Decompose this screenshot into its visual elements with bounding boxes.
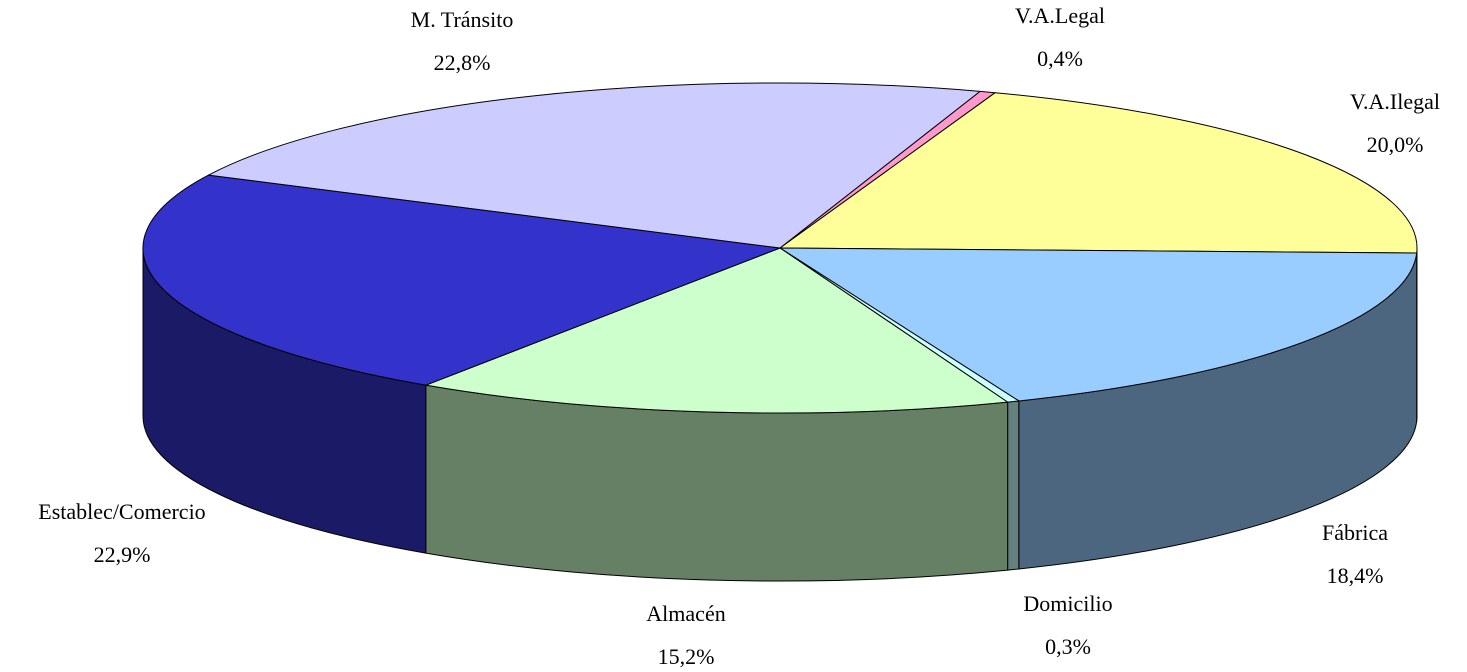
value-label: 18,4% — [1327, 563, 1384, 588]
slice-label: Domicilio — [1023, 591, 1112, 616]
slice — [208, 82, 981, 249]
slice-side — [425, 384, 1009, 582]
value-label: 0,3% — [1045, 634, 1091, 659]
slice — [779, 247, 1418, 402]
value-label: 22,8% — [434, 50, 491, 75]
slice-label: Establec/Comercio — [38, 499, 205, 524]
slice-label: V.A.Ilegal — [1350, 89, 1440, 114]
slice-side — [1007, 400, 1020, 571]
slice — [142, 174, 781, 386]
value-label: 15,2% — [658, 644, 715, 669]
slice — [425, 247, 1009, 414]
value-label: 0,4% — [1037, 46, 1083, 71]
value-label: 22,9% — [94, 542, 151, 567]
value-label: 20,0% — [1367, 132, 1424, 157]
slice-label: Almacén — [646, 601, 725, 626]
slice-label: V.A.Legal — [1015, 3, 1105, 28]
slice-label: Fábrica — [1322, 520, 1388, 545]
slice — [779, 92, 1418, 254]
slice-label: M. Tránsito — [411, 7, 514, 32]
